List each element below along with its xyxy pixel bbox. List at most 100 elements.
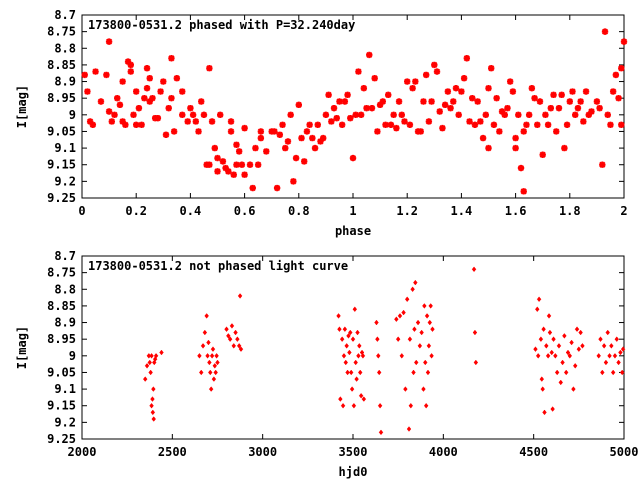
data-point <box>119 78 126 85</box>
data-point <box>596 104 603 112</box>
x-tick-label: 0.8 <box>288 204 310 218</box>
data-point <box>614 336 620 342</box>
data-point <box>412 326 417 333</box>
x-tick-label: 2000 <box>68 445 97 459</box>
data-point <box>222 164 229 172</box>
data-point <box>411 369 416 376</box>
data-point <box>238 161 246 168</box>
y-tick-label: 9.05 <box>47 124 76 138</box>
data-point <box>523 121 530 128</box>
data-point <box>173 75 181 82</box>
data-point <box>214 154 221 162</box>
data-point <box>618 349 623 356</box>
data-point <box>146 75 153 82</box>
data-point <box>209 353 215 359</box>
x-tick-label: 0.4 <box>180 204 202 218</box>
data-point <box>535 306 540 313</box>
data-point <box>482 111 489 119</box>
data-point <box>493 94 500 102</box>
data-point <box>607 121 614 128</box>
x-tick-label: 4000 <box>429 445 458 459</box>
data-point <box>412 78 419 85</box>
data-point <box>292 154 300 162</box>
data-point <box>150 409 156 416</box>
data-point <box>580 118 587 125</box>
data-point <box>249 184 256 192</box>
data-point <box>419 329 424 336</box>
data-point <box>279 121 286 128</box>
data-point <box>554 369 560 376</box>
data-point <box>122 121 129 128</box>
data-point <box>504 104 511 112</box>
data-point <box>578 329 583 336</box>
data-point <box>135 104 143 112</box>
data-point <box>257 128 265 135</box>
y-tick-label: 9.2 <box>54 415 76 429</box>
x-tick-label: 1 <box>349 204 356 218</box>
data-point <box>376 353 381 359</box>
data-point <box>520 188 527 195</box>
data-point <box>473 359 479 366</box>
data-point <box>151 386 156 392</box>
data-point <box>569 339 574 346</box>
data-point <box>341 353 347 359</box>
data-point <box>353 359 358 366</box>
data-point <box>488 65 495 72</box>
data-point <box>200 343 206 349</box>
data-point <box>233 161 240 168</box>
data-point <box>374 128 381 135</box>
data-point <box>399 353 405 359</box>
data-point <box>469 94 476 102</box>
y-tick-label: 8.85 <box>47 58 76 72</box>
y-tick-label: 8.7 <box>54 8 76 22</box>
data-point <box>214 168 221 175</box>
data-point <box>103 71 110 79</box>
y-tick-label: 8.9 <box>54 316 76 330</box>
data-point <box>477 118 484 125</box>
data-point <box>317 138 324 145</box>
data-point <box>224 326 229 333</box>
data-point <box>563 121 571 128</box>
data-point <box>540 386 545 392</box>
data-point <box>574 326 580 333</box>
data-point <box>618 121 625 128</box>
data-point <box>361 396 367 402</box>
unphased-light-curve-panel: 8.7 8.75 8.8 8.85 8.9 8.95 9 9.05 9.1 9.15 9.2 9.25… <box>15 249 638 479</box>
data-point <box>341 98 349 105</box>
data-point <box>604 111 611 119</box>
x-axis-title: phase <box>335 224 371 238</box>
data-point <box>86 118 94 125</box>
data-point <box>601 343 607 349</box>
data-point <box>577 98 584 105</box>
data-point <box>542 111 549 119</box>
data-point <box>114 94 121 102</box>
data-point <box>536 296 542 303</box>
data-point <box>149 353 154 359</box>
y-tick-label: 9.2 <box>54 174 76 188</box>
data-point <box>379 98 387 105</box>
data-point <box>376 369 382 376</box>
data-point <box>322 111 330 119</box>
data-point <box>588 108 595 115</box>
data-point <box>422 71 430 79</box>
data-point <box>219 158 227 165</box>
data-point <box>360 353 366 359</box>
data-point <box>479 134 487 142</box>
data-point <box>498 108 506 115</box>
data-point <box>408 402 414 409</box>
data-point <box>534 121 541 128</box>
plot-title: 173800-0531.2 phased with P=32.240day <box>88 18 355 32</box>
data-point <box>375 336 380 342</box>
data-point <box>398 111 405 119</box>
data-point <box>111 111 118 119</box>
data-point <box>343 359 349 366</box>
data-point <box>127 61 134 69</box>
data-point <box>553 353 558 359</box>
data-point <box>357 111 365 119</box>
data-point <box>539 151 546 158</box>
data-point <box>195 128 202 135</box>
x-tick-label: 3000 <box>248 445 277 459</box>
data-point <box>337 326 342 333</box>
data-point <box>328 118 335 125</box>
data-point <box>198 98 205 105</box>
